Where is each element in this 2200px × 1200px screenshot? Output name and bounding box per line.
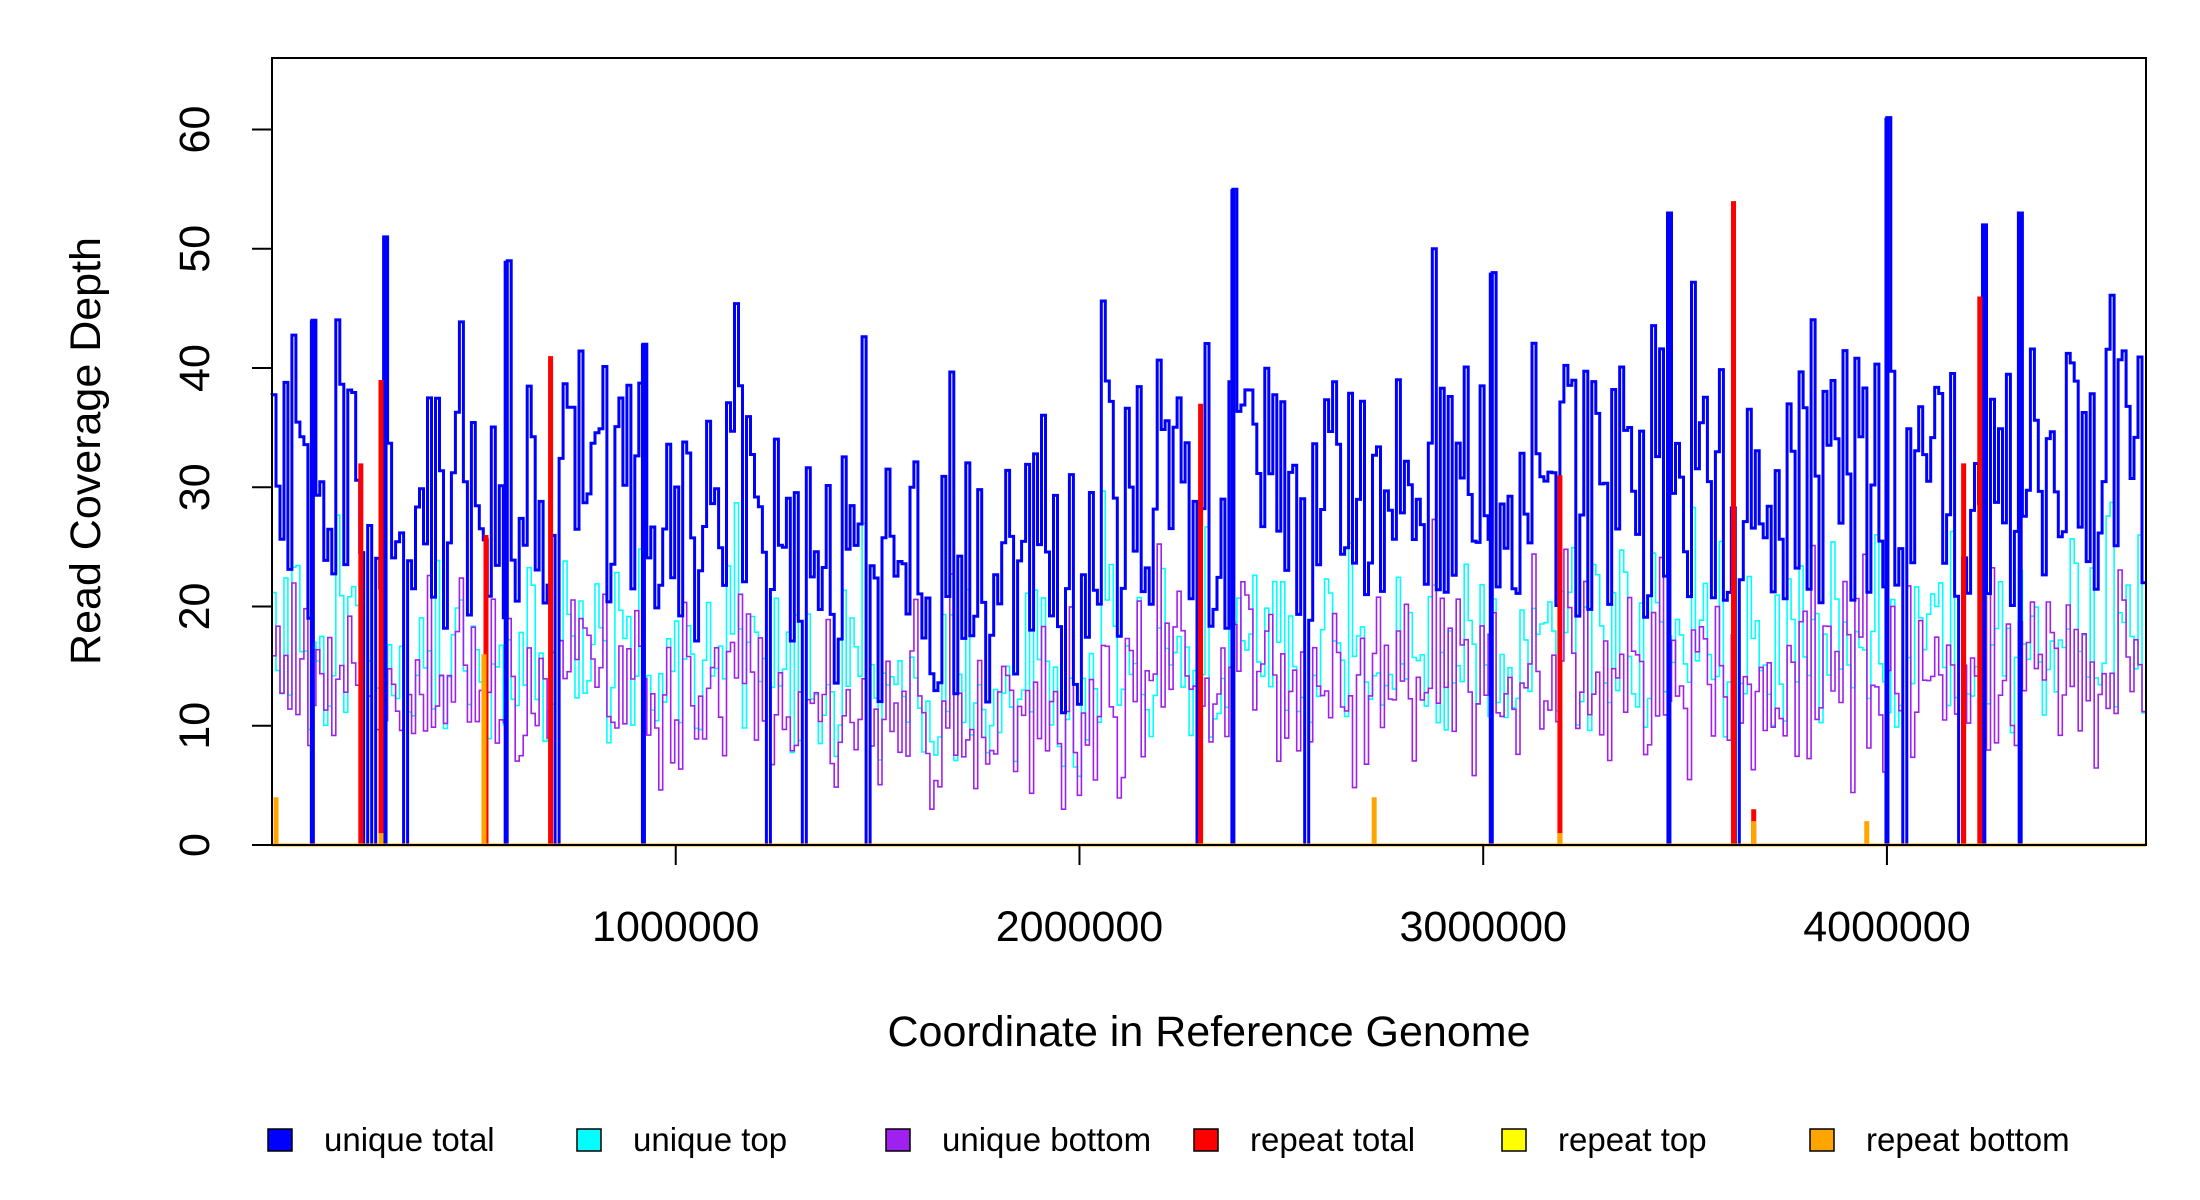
x-tick-label: 3000000 — [1400, 903, 1567, 951]
y-tick-label: 50 — [171, 225, 219, 273]
legend-swatch — [267, 1128, 293, 1152]
legend-swatch — [1501, 1128, 1527, 1152]
legend-item: repeat total — [1193, 1121, 1415, 1158]
x-axis: 1000000 2000000 3000000 4000000 — [592, 844, 1971, 951]
legend-item: repeat top — [1501, 1121, 1707, 1158]
legend-label: unique total — [324, 1121, 495, 1158]
y-tick-label: 30 — [171, 463, 219, 511]
legend-label: unique bottom — [942, 1121, 1151, 1158]
coverage-traces — [270, 116, 2146, 847]
legend-swatch — [576, 1128, 602, 1152]
legend-item: unique total — [267, 1121, 495, 1158]
legend-swatch — [1193, 1128, 1219, 1152]
y-axis-label: Read Coverage Depth — [62, 237, 110, 665]
legend-item: unique top — [576, 1121, 787, 1158]
legend: unique total unique top unique bottom repea… — [267, 1121, 2070, 1158]
series-line-unique-bottom — [271, 518, 2146, 846]
legend-swatch — [885, 1128, 911, 1152]
y-tick-label: 40 — [171, 344, 219, 392]
x-tick-label: 4000000 — [1803, 903, 1970, 951]
legend-label: repeat top — [1558, 1121, 1707, 1158]
legend-label: unique top — [633, 1121, 787, 1158]
series-line-unique-total — [270, 116, 2146, 847]
legend-label: repeat bottom — [1866, 1121, 2070, 1158]
series-layer — [270, 116, 2146, 847]
y-tick-label: 0 — [171, 833, 219, 857]
x-tick-label: 1000000 — [592, 903, 759, 951]
x-tick-label: 2000000 — [996, 903, 1163, 951]
y-tick-label: 10 — [171, 702, 219, 750]
legend-item: unique bottom — [885, 1121, 1151, 1158]
y-tick-label: 60 — [171, 106, 219, 154]
legend-label: repeat total — [1250, 1121, 1415, 1158]
x-axis-label: Coordinate in Reference Genome — [888, 1008, 1531, 1056]
legend-item: repeat bottom — [1809, 1121, 2070, 1158]
y-axis: 0 10 20 30 40 50 60 — [171, 106, 273, 857]
legend-swatch — [1809, 1128, 1835, 1152]
y-tick-label: 20 — [171, 583, 219, 631]
